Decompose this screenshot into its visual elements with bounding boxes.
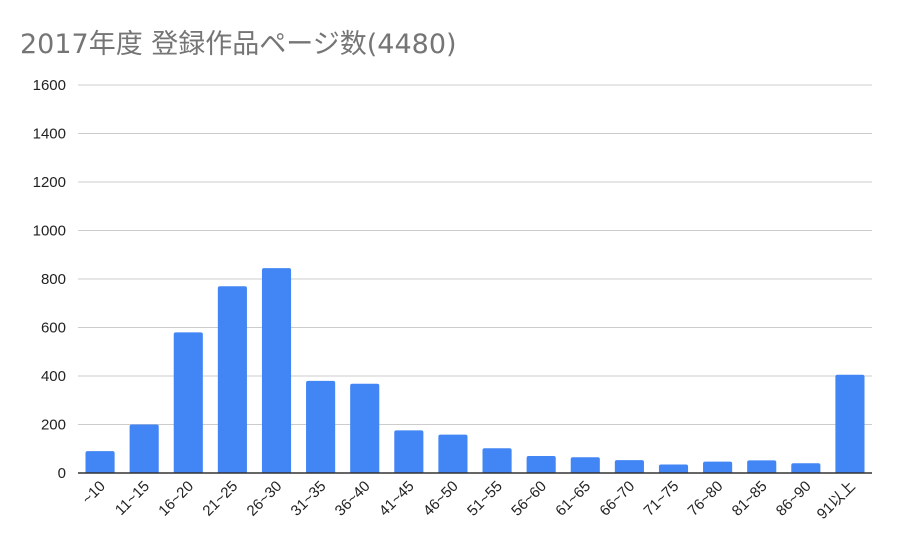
x-tick-label: 31~35 <box>288 478 330 520</box>
x-tick-label: 16~20 <box>155 478 197 520</box>
x-tick-label: 11~15 <box>112 478 153 519</box>
y-tick-label: 200 <box>41 417 66 434</box>
y-tick-label: 1000 <box>33 223 66 240</box>
bar-71~75 <box>658 464 689 473</box>
bar-46~50 <box>438 434 468 473</box>
x-tick-label: 71~75 <box>641 478 683 520</box>
bar-~10 <box>85 451 115 473</box>
y-tick-label: 800 <box>41 271 66 288</box>
bar-51~55 <box>482 448 512 473</box>
x-tick-label: 66~70 <box>596 478 638 520</box>
x-tick-label: ~10 <box>79 478 109 508</box>
x-tick-label: 76~80 <box>685 478 727 520</box>
bar-31~35 <box>306 380 336 473</box>
bar-26~30 <box>261 268 292 473</box>
bar-41~45 <box>394 430 424 473</box>
y-tick-label: 1600 <box>33 77 66 94</box>
bars <box>85 268 865 473</box>
bar-66~70 <box>614 460 644 473</box>
x-tick-label: 81~85 <box>729 478 771 520</box>
bar-36~40 <box>350 383 380 473</box>
x-tick-label: 51~55 <box>464 478 506 520</box>
x-tick-label: 91以上 <box>814 478 859 523</box>
bar-76~80 <box>703 461 733 473</box>
x-tick-label: 86~90 <box>773 478 815 520</box>
x-tick-label: 21~25 <box>199 478 241 520</box>
y-tick-label: 1200 <box>33 174 66 191</box>
y-tick-label: 600 <box>41 320 66 337</box>
y-tick-label: 1400 <box>33 126 66 143</box>
bar-86~90 <box>791 463 821 473</box>
bar-21~25 <box>217 286 247 473</box>
x-tick-label: 61~65 <box>552 478 594 520</box>
bar-81~85 <box>747 460 777 473</box>
x-tick-label: 26~30 <box>244 478 286 520</box>
x-tick-label: 36~40 <box>332 478 374 520</box>
gridlines <box>78 84 872 425</box>
y-tick-labels: 0 200 400 600 800 1000 1200 1400 1600 <box>33 77 66 482</box>
y-tick-label: 400 <box>41 368 66 385</box>
bar-91以上 <box>835 374 865 473</box>
chart-title: 2017年度 登録作品ページ数(4480) <box>20 29 457 60</box>
bar-56~60 <box>526 456 556 473</box>
y-tick-label: 0 <box>58 465 66 482</box>
bar-16~20 <box>173 332 203 473</box>
bar-61~65 <box>570 457 600 473</box>
x-tick-label: 41~45 <box>376 478 418 520</box>
x-tick-label: 56~60 <box>508 478 550 520</box>
x-tick-labels: ~10 11~15 16~20 21~25 26~30 31~35 36~40 41~45 46… <box>79 478 859 523</box>
bar-11~15 <box>129 424 159 473</box>
x-tick-label: 46~50 <box>420 478 462 520</box>
